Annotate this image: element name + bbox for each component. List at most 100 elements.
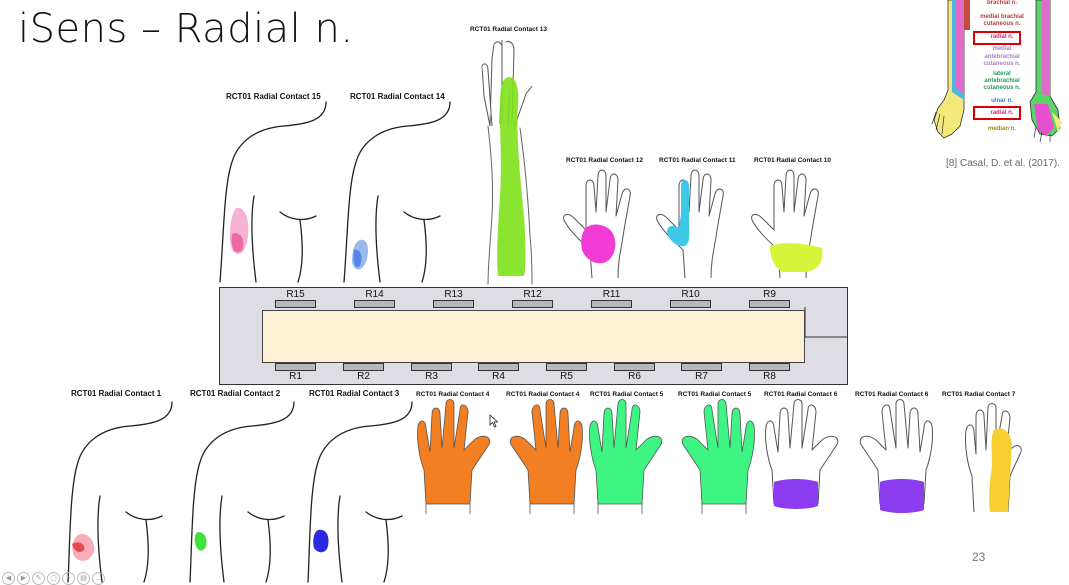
hand-figure-contact-5a xyxy=(589,399,663,514)
sensation-area-3 xyxy=(313,529,329,553)
contact-pad xyxy=(546,363,587,371)
sensation-area-13 xyxy=(497,77,526,276)
pad-label: R15 xyxy=(286,289,305,300)
contact-pad xyxy=(591,300,632,308)
torso-figure-contact-14 xyxy=(343,101,451,283)
pad-r3: R3 xyxy=(411,363,452,382)
contact-pad xyxy=(512,300,553,308)
caption-contact-13: RCT01 Radial Contact 13 xyxy=(470,26,547,33)
pad-r13: R13 xyxy=(433,289,474,308)
caption-contact-6a: RCT01 Radial Contact 6 xyxy=(764,391,838,398)
pad-label: R8 xyxy=(763,371,776,382)
inset-label: median n. xyxy=(987,126,1016,132)
prev-icon[interactable]: ◀ xyxy=(2,572,15,585)
pad-r15: R15 xyxy=(275,289,316,308)
menu-icon[interactable]: ▤ xyxy=(77,572,90,585)
contact-pad xyxy=(749,300,790,308)
electrode-substrate xyxy=(262,310,805,363)
torso-figure-contact-15 xyxy=(219,101,327,283)
sensation-area-4b xyxy=(509,399,583,505)
pad-r4: R4 xyxy=(478,363,519,382)
play-icon[interactable]: ▶ xyxy=(17,572,30,585)
arm-figure-contact-13 xyxy=(481,39,533,285)
more-icon[interactable]: … xyxy=(92,572,105,585)
sensation-area-5a xyxy=(589,399,663,505)
inset-label: ulnar n. xyxy=(991,98,1013,104)
pad-r12: R12 xyxy=(512,289,553,308)
pad-label: R1 xyxy=(289,371,302,382)
pad-r6: R6 xyxy=(614,363,655,382)
pad-label: R3 xyxy=(425,371,438,382)
zoom-icon[interactable]: ⌕ xyxy=(62,572,75,585)
contact-pad xyxy=(275,300,316,308)
sensation-area-5b xyxy=(681,399,755,505)
slides-icon[interactable]: ▢ xyxy=(47,572,60,585)
hand-figure-contact-11 xyxy=(656,169,724,279)
inset-label: lateral xyxy=(993,71,1011,77)
pad-r1: R1 xyxy=(275,363,316,382)
caption-contact-15: RCT01 Radial Contact 15 xyxy=(226,92,321,101)
contact-pad xyxy=(411,363,452,371)
pad-r11: R11 xyxy=(591,289,632,308)
pen-icon[interactable]: ✎ xyxy=(32,572,45,585)
hand-figure-contact-6b xyxy=(859,399,933,513)
contact-pad xyxy=(478,363,519,371)
hand-figure-contact-7 xyxy=(965,403,1022,513)
torso-figure-contact-1 xyxy=(67,401,173,583)
inset-label: medial brachial xyxy=(980,14,1024,20)
page-number: 23 xyxy=(972,550,986,564)
sensation-area-11 xyxy=(667,180,690,247)
inset-label: cutaneous n. xyxy=(983,21,1021,27)
inset-label: radial n. xyxy=(990,110,1014,116)
hand-figure-contact-4b xyxy=(509,399,583,514)
pad-r7: R7 xyxy=(681,363,722,382)
contact-pad xyxy=(275,363,316,371)
torso-figure-contact-2 xyxy=(189,401,295,583)
inset-label: cutaneous n. xyxy=(983,61,1021,67)
pad-label: R11 xyxy=(602,289,621,300)
caption-contact-4b: RCT01 Radial Contact 4 xyxy=(506,391,580,398)
pad-r14: R14 xyxy=(354,289,395,308)
hand-figure-contact-4a xyxy=(417,399,491,514)
sensation-area-10 xyxy=(770,243,823,272)
contact-pad xyxy=(343,363,384,371)
sensation-area-4a xyxy=(417,399,491,505)
pad-label: R13 xyxy=(444,289,463,300)
anatomy-inset xyxy=(931,0,1062,143)
pad-r8: R8 xyxy=(749,363,790,382)
hand-figure-contact-10 xyxy=(751,169,823,279)
pad-label: R5 xyxy=(560,371,573,382)
contact-pad xyxy=(433,300,474,308)
citation: [8] Casal, D. et al. (2017). xyxy=(946,158,1060,169)
pad-label: R10 xyxy=(681,289,700,300)
pad-label: R9 xyxy=(763,289,776,300)
hand-figure-contact-6a xyxy=(765,399,839,509)
pad-label: R14 xyxy=(365,289,384,300)
pad-label: R2 xyxy=(357,371,370,382)
caption-contact-5a: RCT01 Radial Contact 5 xyxy=(590,391,664,398)
sensation-area-2 xyxy=(194,532,207,551)
pad-label: R12 xyxy=(523,289,542,300)
contact-pad xyxy=(749,363,790,371)
mouse-cursor-icon xyxy=(489,414,499,428)
caption-contact-11: RCT01 Radial Contact 11 xyxy=(659,157,736,164)
pad-label: R4 xyxy=(492,371,505,382)
hand-figure-contact-12 xyxy=(563,169,631,279)
sensation-area-7 xyxy=(989,428,1012,512)
contact-pad xyxy=(670,300,711,308)
caption-contact-1: RCT01 Radial Contact 1 xyxy=(71,389,162,398)
inset-label: cutaneous n. xyxy=(983,85,1021,91)
caption-contact-6b: RCT01 Radial Contact 6 xyxy=(855,391,929,398)
contact-pad xyxy=(681,363,722,371)
caption-contact-12: RCT01 Radial Contact 12 xyxy=(566,157,643,164)
presenter-toolbar: ◀ ▶ ✎ ▢ ⌕ ▤… xyxy=(2,567,107,585)
sensation-area-6a xyxy=(774,479,818,509)
caption-contact-4a: RCT01 Radial Contact 4 xyxy=(416,391,490,398)
caption-contact-7: RCT01 Radial Contact 7 xyxy=(942,391,1016,398)
pad-r9: R9 xyxy=(749,289,790,308)
pad-r5: R5 xyxy=(546,363,587,382)
caption-contact-10: RCT01 Radial Contact 10 xyxy=(754,157,831,164)
sensation-area-12 xyxy=(581,224,616,264)
inset-label: radial n. xyxy=(990,34,1014,40)
caption-contact-5b: RCT01 Radial Contact 5 xyxy=(678,391,752,398)
